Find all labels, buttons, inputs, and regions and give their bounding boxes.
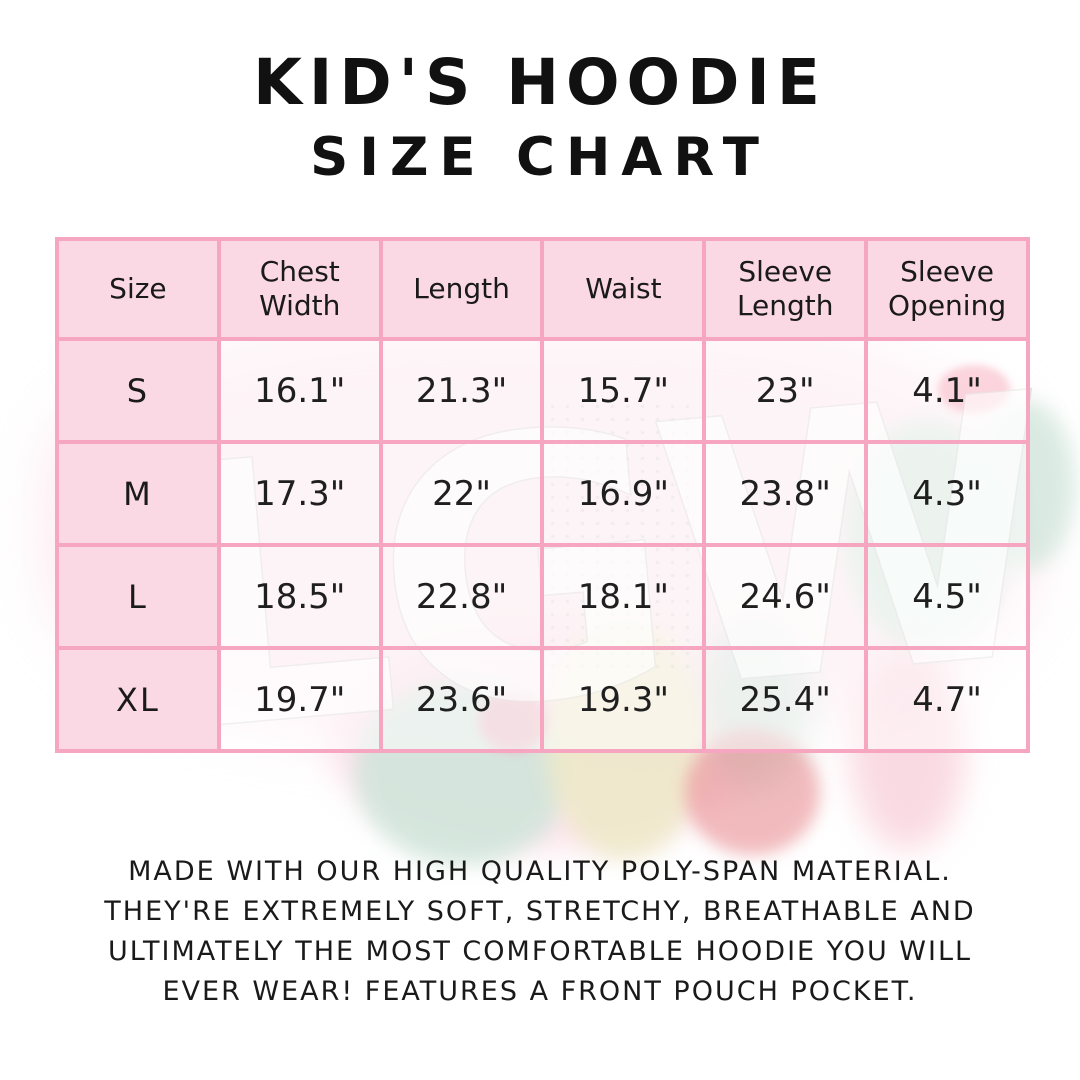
table-row-m: M 17.3" 22" 16.9" 23.8" 4.3" xyxy=(55,440,1030,547)
value-cell: 16.1" xyxy=(216,337,383,444)
table-row-xl: XL 19.7" 23.6" 19.3" 25.4" 4.7" xyxy=(55,646,1030,753)
value-cell: 19.7" xyxy=(216,646,383,753)
value-cell: 4.1" xyxy=(864,337,1030,444)
size-label: M xyxy=(55,440,221,547)
value-cell: 21.3" xyxy=(378,337,545,444)
value-cell: 4.5" xyxy=(864,543,1030,650)
column-header-sleeve-opening: Sleeve Opening xyxy=(864,237,1030,341)
value-cell: 23" xyxy=(702,337,869,444)
value-cell: 18.5" xyxy=(216,543,383,650)
table-row-l: L 18.5" 22.8" 18.1" 24.6" 4.5" xyxy=(55,543,1030,650)
description-line: EVER WEAR! FEATURES A FRONT POUCH POCKET… xyxy=(162,976,918,1007)
column-header-length: Length xyxy=(378,237,545,341)
size-label: XL xyxy=(55,646,221,753)
table-header-row: Size Chest Width Length Waist Sleeve Len… xyxy=(55,237,1030,341)
value-cell: 25.4" xyxy=(702,646,869,753)
table-row-s: S 16.1" 21.3" 15.7" 23" 4.1" xyxy=(55,337,1030,444)
value-cell: 18.1" xyxy=(540,543,707,650)
value-cell: 16.9" xyxy=(540,440,707,547)
material-description: MADE WITH OUR HIGH QUALITY POLY-SPAN MAT… xyxy=(0,852,1080,1012)
title-block: KID'S HOODIE SIZE CHART xyxy=(0,46,1080,188)
description-line: MADE WITH OUR HIGH QUALITY POLY-SPAN MAT… xyxy=(128,856,952,887)
column-header-chest-width: Chest Width xyxy=(216,237,383,341)
page-subtitle: SIZE CHART xyxy=(310,127,770,188)
value-cell: 24.6" xyxy=(702,543,869,650)
description-line: THEY'RE EXTREMELY SOFT, STRETCHY, BREATH… xyxy=(104,896,976,927)
size-chart-table: Size Chest Width Length Waist Sleeve Len… xyxy=(55,237,1030,753)
value-cell: 4.3" xyxy=(864,440,1030,547)
value-cell: 15.7" xyxy=(540,337,707,444)
page-title: KID'S HOODIE xyxy=(253,46,827,119)
value-cell: 23.8" xyxy=(702,440,869,547)
column-header-size: Size xyxy=(55,237,221,341)
column-header-sleeve-length: Sleeve Length xyxy=(702,237,869,341)
value-cell: 17.3" xyxy=(216,440,383,547)
value-cell: 19.3" xyxy=(540,646,707,753)
size-label: S xyxy=(55,337,221,444)
value-cell: 4.7" xyxy=(864,646,1030,753)
value-cell: 22.8" xyxy=(378,543,545,650)
value-cell: 23.6" xyxy=(378,646,545,753)
value-cell: 22" xyxy=(378,440,545,547)
description-line: ULTIMATELY THE MOST COMFORTABLE HOODIE Y… xyxy=(107,936,973,967)
column-header-waist: Waist xyxy=(540,237,707,341)
size-label: L xyxy=(55,543,221,650)
